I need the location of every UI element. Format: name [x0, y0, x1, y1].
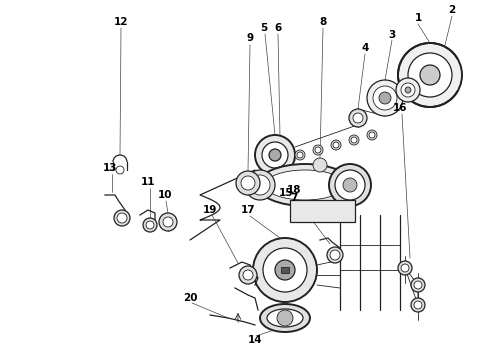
- Circle shape: [414, 301, 422, 309]
- Circle shape: [236, 171, 260, 195]
- Circle shape: [331, 140, 341, 150]
- Circle shape: [373, 86, 397, 110]
- Text: 17: 17: [241, 205, 255, 215]
- Circle shape: [420, 65, 440, 85]
- Circle shape: [262, 142, 288, 168]
- Circle shape: [241, 176, 255, 190]
- Text: 8: 8: [319, 17, 327, 27]
- Circle shape: [351, 137, 357, 143]
- Circle shape: [408, 53, 452, 97]
- Circle shape: [275, 260, 295, 280]
- Circle shape: [414, 281, 422, 289]
- Circle shape: [255, 135, 295, 175]
- Circle shape: [277, 310, 293, 326]
- Circle shape: [367, 80, 403, 116]
- Circle shape: [369, 132, 375, 138]
- Circle shape: [405, 87, 411, 93]
- Circle shape: [263, 248, 307, 292]
- Circle shape: [349, 109, 367, 127]
- Circle shape: [239, 266, 257, 284]
- Text: 9: 9: [246, 33, 253, 43]
- Circle shape: [349, 135, 359, 145]
- Text: 7: 7: [290, 193, 298, 203]
- Circle shape: [401, 264, 409, 272]
- Text: 13: 13: [103, 163, 117, 173]
- Circle shape: [297, 152, 303, 158]
- Circle shape: [313, 145, 323, 155]
- Text: 1: 1: [415, 13, 421, 23]
- Text: 15: 15: [279, 188, 293, 198]
- Circle shape: [163, 217, 173, 227]
- Circle shape: [313, 158, 327, 172]
- Ellipse shape: [343, 178, 357, 192]
- Text: 2: 2: [448, 5, 456, 15]
- Text: 20: 20: [183, 293, 197, 303]
- Text: 3: 3: [389, 30, 395, 40]
- Text: 11: 11: [141, 177, 155, 187]
- Circle shape: [401, 83, 415, 97]
- Ellipse shape: [267, 309, 303, 327]
- Bar: [281, 267, 289, 273]
- Circle shape: [116, 166, 124, 174]
- Circle shape: [253, 238, 317, 302]
- Circle shape: [367, 130, 377, 140]
- Ellipse shape: [329, 164, 371, 206]
- Circle shape: [411, 298, 425, 312]
- Circle shape: [353, 113, 363, 123]
- Ellipse shape: [260, 304, 310, 332]
- Text: 19: 19: [203, 205, 217, 215]
- Circle shape: [315, 147, 321, 153]
- Bar: [290, 200, 355, 222]
- Text: 18: 18: [287, 185, 301, 195]
- Text: 10: 10: [158, 190, 172, 200]
- Circle shape: [333, 142, 339, 148]
- Ellipse shape: [335, 170, 365, 200]
- Circle shape: [117, 213, 127, 223]
- Circle shape: [411, 278, 425, 292]
- Text: 5: 5: [260, 23, 268, 33]
- Text: 6: 6: [274, 23, 282, 33]
- Ellipse shape: [245, 170, 275, 200]
- Circle shape: [295, 150, 305, 160]
- Circle shape: [243, 270, 253, 280]
- Circle shape: [327, 247, 343, 263]
- Text: 4: 4: [361, 43, 368, 53]
- Circle shape: [114, 210, 130, 226]
- Text: 16: 16: [393, 103, 407, 113]
- Circle shape: [146, 221, 154, 229]
- Ellipse shape: [265, 170, 345, 200]
- Circle shape: [398, 261, 412, 275]
- Ellipse shape: [250, 175, 270, 195]
- Circle shape: [159, 213, 177, 231]
- Circle shape: [330, 250, 340, 260]
- Ellipse shape: [258, 164, 352, 206]
- Text: 12: 12: [114, 17, 128, 27]
- Circle shape: [379, 92, 391, 104]
- Circle shape: [143, 218, 157, 232]
- Text: 14: 14: [247, 335, 262, 345]
- Circle shape: [396, 78, 420, 102]
- Circle shape: [269, 149, 281, 161]
- Circle shape: [398, 43, 462, 107]
